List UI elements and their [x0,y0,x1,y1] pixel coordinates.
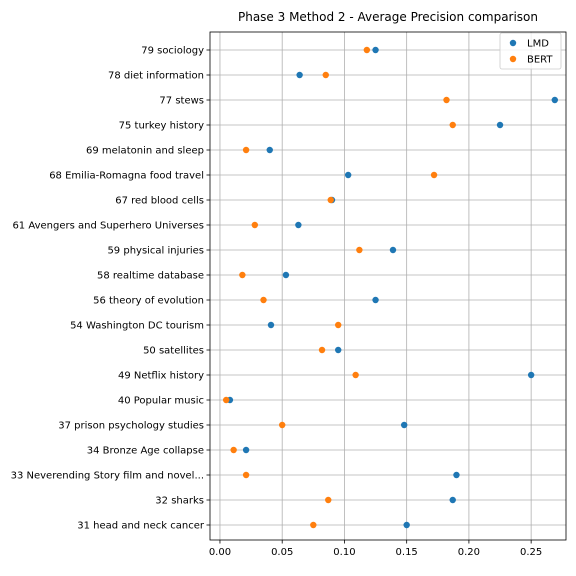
point-lmd [389,246,397,254]
point-bert [327,196,334,204]
y-tick-label: 67 red blood cells [115,196,204,207]
legend: LMD BERT [499,32,562,70]
y-tick-label: 49 Netflix history [118,371,204,382]
x-tick-label: 0.10 [333,547,355,558]
y-tick-label: 50 satellites [143,346,204,357]
point-lmd [296,71,303,79]
point-lmd [372,46,379,54]
point-bert [310,521,317,529]
point-bert [230,446,237,454]
y-tick-label: 69 melatonin and sleep [86,146,204,157]
point-lmd [372,296,379,304]
y-tick-label: 37 prison psychology studies [58,421,204,432]
y-tick-label: 78 diet information [108,71,204,82]
point-bert [222,396,230,404]
data-points [222,46,558,529]
legend-marker-lmd [509,39,517,47]
point-bert [449,121,456,129]
grid-layer [210,32,566,540]
x-tick-label: 0.00 [209,547,231,558]
legend-label-lmd: LMD [527,39,549,50]
y-tick-label: 34 Bronze Age collapse [87,446,204,457]
y-tick-labels: 31 head and neck cancer 32 sharks 33 Never… [11,46,210,532]
point-lmd [242,446,250,454]
x-tick-labels: 0.00 0.05 0.10 0.15 0.20 0.25 [209,540,542,558]
point-lmd [295,221,302,229]
legend-marker-bert [509,55,517,63]
point-lmd [496,121,504,129]
y-tick-label: 77 stews [159,96,204,107]
point-lmd [403,521,410,529]
point-bert [242,471,250,479]
point-bert [318,346,326,354]
legend-label-bert: BERT [527,55,553,66]
y-tick-label: 68 Emilia-Romagna food travel [49,171,204,182]
y-tick-label: 32 sharks [155,496,204,507]
point-bert [242,146,250,154]
point-bert [260,296,267,304]
y-tick-label: 56 theory of evolution [93,296,204,307]
point-lmd [449,496,456,504]
x-tick-label: 0.15 [396,547,418,558]
y-tick-label: 33 Neverending Story film and novel... [11,471,204,482]
point-bert [443,96,450,104]
point-lmd [527,371,535,379]
point-bert [430,171,438,179]
point-lmd [453,471,460,479]
point-lmd [344,171,352,179]
chart-title: Phase 3 Method 2 - Average Precision com… [238,10,538,24]
x-tick-label: 0.25 [520,547,542,558]
y-tick-label: 40 Popular music [118,396,204,407]
y-tick-label: 31 head and neck cancer [77,521,205,532]
point-bert [325,496,332,504]
axes-frame [209,31,567,541]
y-tick-label: 79 sociology [141,46,204,57]
y-tick-label: 75 turkey history [119,121,204,132]
y-tick-label: 61 Avengers and Superhero Universes [12,221,204,232]
y-tick-label: 54 Washington DC tourism [70,321,204,332]
point-lmd [282,271,290,279]
y-tick-label: 58 realtime database [97,271,204,282]
point-bert [278,421,286,429]
point-bert [356,246,363,254]
point-lmd [267,321,275,329]
x-tick-label: 0.20 [458,547,480,558]
point-bert [251,221,259,229]
point-lmd [551,96,558,104]
point-lmd [266,146,273,154]
point-lmd [335,346,342,354]
x-tick-label: 0.05 [271,547,293,558]
point-bert [335,321,342,329]
y-tick-label: 59 physical injuries [107,246,204,257]
point-bert [352,371,359,379]
point-lmd [400,421,408,429]
point-bert [239,271,246,279]
point-bert [322,71,329,79]
point-bert [363,46,371,54]
